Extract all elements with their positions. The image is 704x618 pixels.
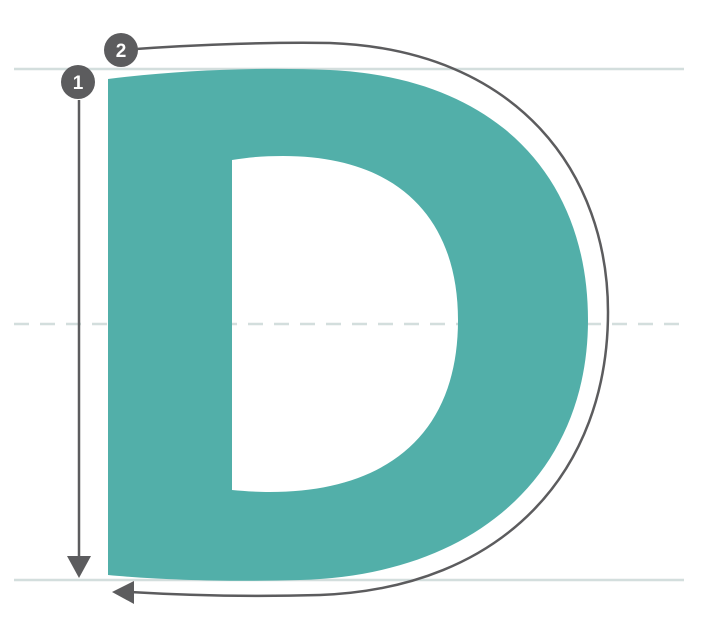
step-1-badge: 1 bbox=[61, 65, 95, 99]
triangle-arrowhead-icon bbox=[67, 556, 91, 578]
step-2-badge: 2 bbox=[104, 33, 138, 67]
step-2-number: 2 bbox=[116, 41, 127, 62]
letter-d-shape bbox=[108, 68, 588, 581]
stroke-2-curve bbox=[121, 41, 610, 598]
step-1-number: 1 bbox=[73, 73, 84, 94]
triangle-arrowhead-icon bbox=[112, 581, 134, 604]
stroke-1-arrow bbox=[67, 100, 91, 578]
stroke-2-arrow bbox=[112, 41, 610, 604]
numbered-circle-icon bbox=[104, 33, 138, 67]
numbered-circle-icon bbox=[61, 65, 95, 99]
